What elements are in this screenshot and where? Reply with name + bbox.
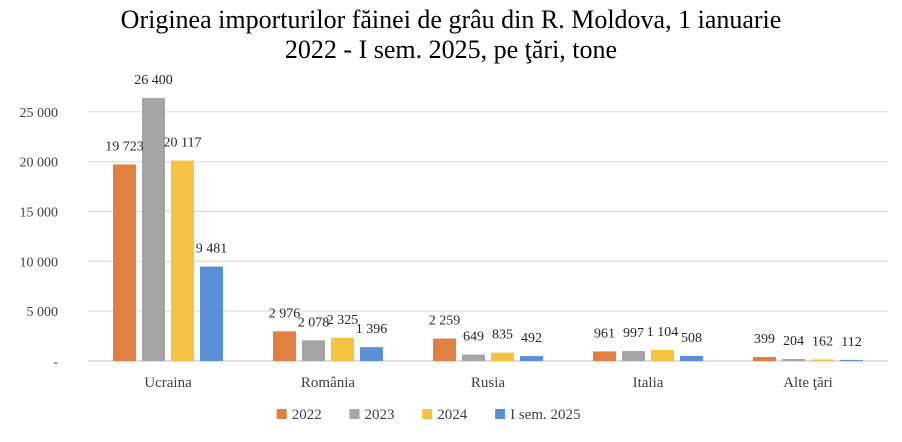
data-label: 2 325 <box>327 313 359 328</box>
data-label: 162 <box>812 334 833 349</box>
data-label: 204 <box>783 334 804 349</box>
bar <box>142 97 165 361</box>
category-label: Alte ţări <box>783 375 833 391</box>
bar <box>520 356 543 361</box>
category-label: Italia <box>633 375 664 391</box>
data-label: 1 104 <box>647 325 679 340</box>
y-tick-label: 20 000 <box>20 156 59 171</box>
bar <box>113 164 136 361</box>
chart-title: Originea importurilor făinei de grâu din… <box>121 5 782 64</box>
data-label: 492 <box>521 331 542 346</box>
legend-swatch <box>349 409 360 419</box>
data-label: 649 <box>463 330 484 345</box>
legend-swatch <box>422 409 433 419</box>
data-label: 399 <box>754 332 775 347</box>
data-label: 2 078 <box>298 315 330 330</box>
bar <box>753 357 776 361</box>
legend-swatch <box>276 409 287 419</box>
data-label: 2 259 <box>429 313 461 328</box>
chart-title-line-2: 2022 - I sem. 2025, pe ţări, tone <box>285 35 617 64</box>
bar <box>840 359 863 361</box>
bar <box>462 354 485 361</box>
data-label: 112 <box>841 335 861 350</box>
data-label: 9 481 <box>196 242 228 257</box>
legend: 2022 2023 2024 I sem. 2025 <box>276 407 581 423</box>
bar <box>302 340 325 361</box>
y-tick-label: 25 000 <box>20 106 59 121</box>
bar <box>273 331 296 361</box>
y-tick-label: 15 000 <box>20 206 59 221</box>
bars <box>113 97 863 361</box>
data-label: 835 <box>492 328 513 343</box>
bar <box>433 338 456 361</box>
data-label: 19 723 <box>105 140 144 155</box>
bar <box>811 359 834 361</box>
category-label: Rusia <box>471 375 506 391</box>
data-label: 1 396 <box>356 322 388 337</box>
bar <box>622 351 645 361</box>
bar <box>200 266 223 361</box>
bar <box>651 350 674 361</box>
legend-label: I sem. 2025 <box>510 407 580 423</box>
y-tick-label: 5 000 <box>27 305 59 320</box>
data-label: 508 <box>681 331 702 346</box>
data-label: 26 400 <box>134 73 173 88</box>
legend-label: 2023 <box>365 407 395 423</box>
bar <box>171 160 194 361</box>
legend-swatch <box>495 409 506 419</box>
y-tick-label: - <box>53 355 58 370</box>
bar <box>331 337 354 361</box>
data-label: 961 <box>594 326 615 341</box>
bar <box>782 358 805 361</box>
legend-label: 2022 <box>292 407 322 423</box>
y-axis-tick-labels: - 5 000 10 000 15 000 20 000 25 000 <box>20 106 59 370</box>
y-tick-label: 10 000 <box>20 255 59 270</box>
chart-title-line-1: Originea importurilor făinei de grâu din… <box>121 5 782 34</box>
bar <box>491 352 514 361</box>
data-label: 20 117 <box>164 136 202 151</box>
category-label: România <box>301 375 355 391</box>
bar <box>593 351 616 361</box>
data-label: 2 976 <box>269 306 301 321</box>
category-labels: Ucraina România Rusia Italia Alte ţări <box>144 375 833 391</box>
legend-label: 2024 <box>437 407 468 423</box>
data-label: 997 <box>623 326 644 341</box>
bar <box>360 347 383 361</box>
category-label: Ucraina <box>144 375 192 391</box>
bar <box>680 355 703 361</box>
